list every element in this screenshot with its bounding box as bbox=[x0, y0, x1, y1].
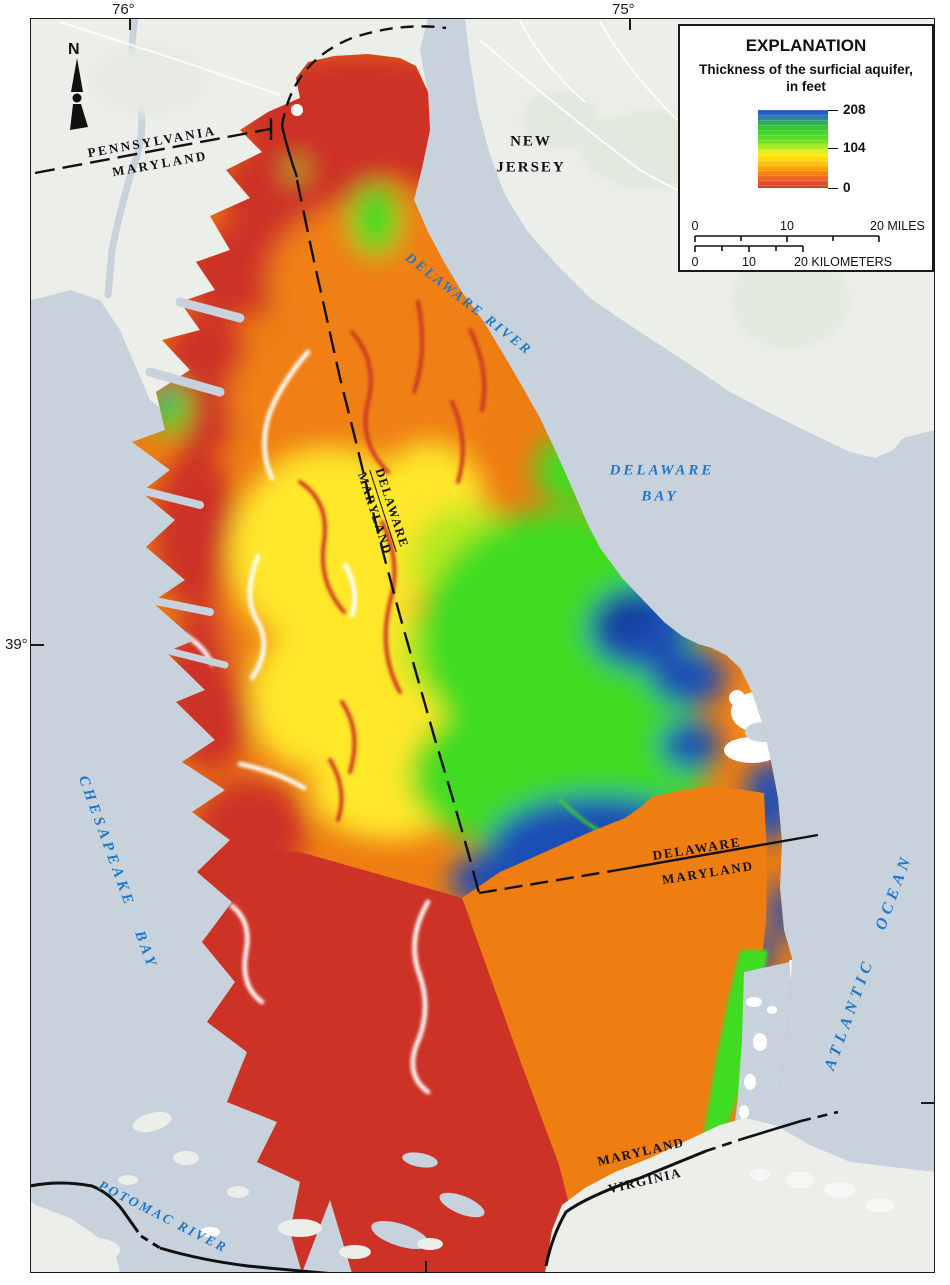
graticule-ticks bbox=[31, 19, 934, 1272]
scale-km-0: 0 bbox=[692, 255, 699, 269]
md-va-boundary bbox=[544, 1149, 707, 1267]
raster-solid-orange-region bbox=[462, 787, 767, 1212]
legend-subtitle-2: in feet bbox=[786, 79, 826, 94]
state-label-new-jersey-2: JERSEY bbox=[496, 159, 566, 176]
ramp-value-max: 208 bbox=[843, 102, 866, 118]
pa-md-boundary bbox=[34, 127, 271, 175]
ramp-tick-min bbox=[828, 188, 838, 189]
potomac-boundary bbox=[31, 1181, 140, 1233]
state-label-new-jersey-1: NEW bbox=[510, 133, 552, 150]
explanation-box: EXPLANATION Thickness of the surficial a… bbox=[678, 24, 934, 272]
scale-bar: 0 10 20 MILES 0 10 20 KILOMETERS bbox=[692, 219, 925, 269]
legend-title: EXPLANATION bbox=[745, 36, 867, 55]
water-label-delaware-bay-2: BAY bbox=[641, 488, 679, 505]
white-pond bbox=[291, 104, 303, 116]
estuary-inlets bbox=[136, 297, 245, 669]
legend-subtitle-1: Thickness of the surficial aquifer, bbox=[699, 62, 913, 77]
state-boundaries bbox=[31, 25, 839, 1272]
coastal-lagoon bbox=[732, 962, 792, 1146]
de-md-east-west-boundary bbox=[611, 833, 819, 873]
twelve-mile-circle-arc bbox=[280, 25, 447, 127]
scale-miles-10: 10 bbox=[780, 219, 794, 233]
longitude-label-76: 76° bbox=[112, 1, 135, 18]
dendritic-channels bbox=[298, 300, 487, 822]
legend-color-ramp bbox=[758, 110, 828, 188]
land-virginia-eastern-shore bbox=[545, 1118, 934, 1272]
ramp-value-mid: 104 bbox=[843, 140, 866, 156]
water-label-delaware-bay-1: DELAWARE bbox=[609, 462, 715, 479]
marsh-water-channels bbox=[302, 1152, 485, 1272]
raster-solid-red-region bbox=[160, 845, 588, 1272]
scale-miles-20: 20 MILES bbox=[870, 219, 925, 233]
north-arrow: N bbox=[68, 41, 88, 130]
latitude-label-39: 39° bbox=[5, 636, 28, 653]
ramp-tick-mid bbox=[828, 148, 838, 149]
north-arrow-label: N bbox=[68, 41, 80, 58]
ramp-value-min: 0 bbox=[843, 180, 851, 196]
longitude-label-75: 75° bbox=[612, 1, 635, 18]
scale-miles-0: 0 bbox=[692, 219, 699, 233]
ramp-tick-max bbox=[828, 110, 838, 111]
marsh-islands-virginia bbox=[750, 1169, 894, 1212]
scale-km-10: 10 bbox=[742, 255, 756, 269]
white-rivers bbox=[175, 349, 431, 1095]
de-md-north-south-boundary bbox=[295, 179, 481, 894]
scale-km-20: 20 KILOMETERS bbox=[794, 255, 892, 269]
chesapeake-islands bbox=[70, 1111, 443, 1262]
